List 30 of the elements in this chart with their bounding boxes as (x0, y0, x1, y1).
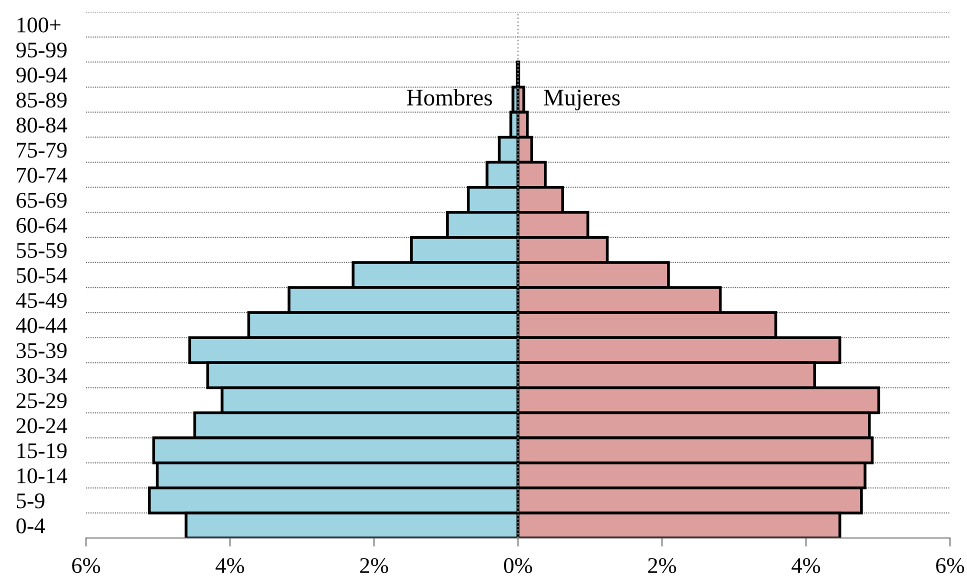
x-tick-label: 2% (648, 558, 676, 574)
y-tick-label: 30-34 (16, 368, 68, 384)
y-tick-label: 65-69 (16, 192, 67, 208)
y-tick-label: 55-59 (16, 242, 67, 258)
x-tick-label: 6% (72, 558, 100, 574)
x-tick-label: 4% (216, 558, 244, 574)
y-tick-label: 10-14 (18, 468, 68, 484)
y-tick-label: 90-94 (16, 68, 68, 83)
series-label: Mujeres (544, 90, 620, 110)
y-tick-label: 25-29 (16, 393, 67, 408)
y-tick-label: 5-9 (16, 493, 44, 508)
series-label: Hombres (406, 88, 492, 106)
x-tick-label: 2% (360, 558, 388, 574)
y-tick-label: 15-19 (18, 443, 67, 458)
y-tick-label: 35-39 (16, 343, 67, 358)
y-tick-label: 80-84 (16, 118, 68, 133)
y-tick-label: 85-89 (16, 92, 67, 108)
y-tick-label: 70-74 (17, 168, 68, 183)
y-tick-label: 60-64 (16, 218, 68, 233)
y-tick-label: 95-99 (16, 42, 67, 58)
y-tick-label: 50-54 (16, 268, 68, 283)
y-tick-label: 40-44 (16, 318, 68, 334)
x-tick-label: 4% (792, 558, 820, 574)
y-tick-label: 45-49 (16, 293, 67, 308)
y-tick-label: 0-4 (16, 518, 45, 534)
y-tick-label: 100+ (18, 17, 60, 32)
x-tick-label: 0% (504, 558, 532, 574)
y-tick-label: 20-24 (16, 418, 68, 434)
x-tick-label: 6% (936, 558, 964, 574)
y-tick-label: 75-79 (17, 142, 67, 158)
